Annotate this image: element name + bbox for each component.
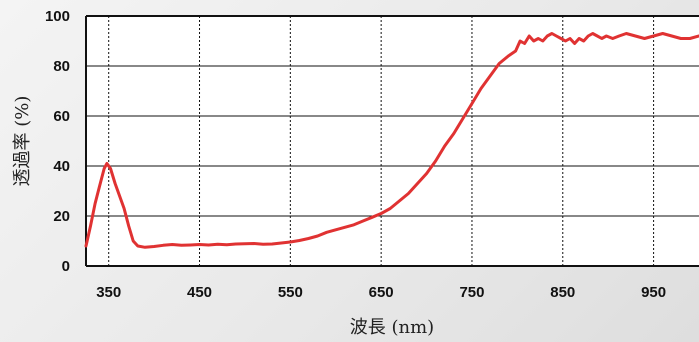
x-tick-labels: 350 450 550 650 750 850 950 bbox=[96, 284, 666, 301]
x-tick-label: 650 bbox=[369, 284, 394, 301]
y-tick-label: 60 bbox=[53, 108, 70, 125]
x-axis-label: 波長 (nm) bbox=[350, 317, 434, 338]
y-tick-label: 100 bbox=[45, 8, 70, 25]
x-tick-label: 550 bbox=[278, 284, 303, 301]
plot-area bbox=[86, 16, 699, 266]
x-tick-label: 850 bbox=[550, 284, 575, 301]
y-tick-labels: 0 20 40 60 80 100 bbox=[45, 8, 70, 275]
y-axis-label: 透過率 (%) bbox=[12, 96, 33, 187]
grid bbox=[86, 16, 699, 266]
y-tick-label: 0 bbox=[62, 258, 70, 275]
x-tick-label: 350 bbox=[96, 284, 121, 301]
y-tick-label: 20 bbox=[53, 208, 70, 225]
x-tick-label: 950 bbox=[641, 284, 666, 301]
y-tick-label: 40 bbox=[53, 158, 70, 175]
y-tick-label: 80 bbox=[53, 58, 70, 75]
x-tick-label: 750 bbox=[459, 284, 484, 301]
transmittance-line bbox=[84, 32, 699, 249]
plot-frame bbox=[85, 15, 699, 267]
x-tick-label: 450 bbox=[187, 284, 212, 301]
